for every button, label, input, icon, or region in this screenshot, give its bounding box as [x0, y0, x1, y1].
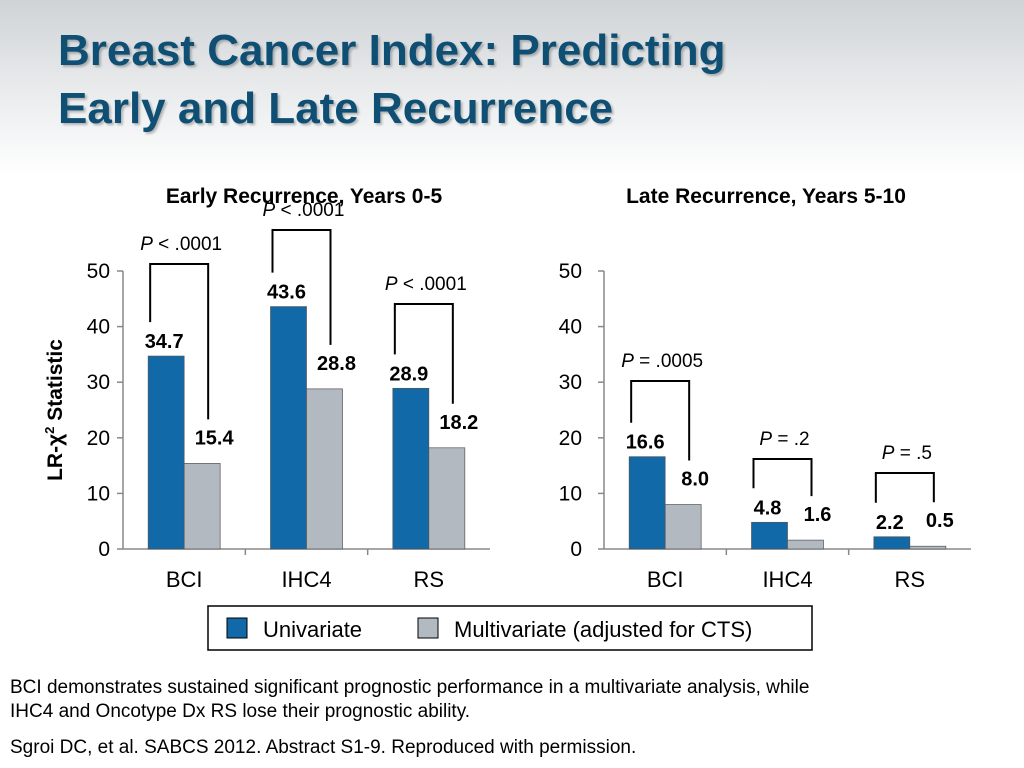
y-tick-label: 30 — [87, 371, 110, 394]
p-value-text: = .5 — [894, 443, 932, 464]
legend-label-multivariate: Multivariate (adjusted for CTS) — [454, 617, 752, 642]
data-label: 2.2 — [876, 512, 904, 534]
y-axis-label-superscript: 2 — [42, 427, 57, 434]
data-label: 1.6 — [804, 504, 832, 526]
significance-bracket — [630, 380, 691, 461]
legend-label-univariate: Univariate — [263, 617, 362, 642]
p-value-text: < .0001 — [275, 200, 344, 221]
chart-1: Early Recurrence, Years 0-5 0 10 20 30 40 50 BC… — [87, 185, 490, 592]
x-tick-label: RS — [895, 567, 926, 592]
significance-bracket — [271, 229, 332, 345]
y-axis-label-suffix: Statistic — [44, 339, 67, 427]
chart-title: Late Recurrence, Years 5-10 — [626, 185, 906, 208]
slide-title-line-2: Early and Late Recurrence — [58, 84, 614, 133]
bar-multivariate-rs — [909, 545, 947, 550]
y-axis-label: LR-χ2 Statistic — [42, 339, 67, 481]
chart-title: Early Recurrence, Years 0-5 — [166, 185, 443, 208]
x-tick-label: IHC4 — [762, 567, 812, 592]
legend-frame — [207, 605, 813, 651]
data-label: 28.9 — [389, 363, 428, 385]
p-value-text: = .0005 — [634, 351, 703, 372]
data-label: 34.7 — [145, 331, 184, 353]
x-tick-label: BCI — [647, 567, 684, 592]
data-label: 0.5 — [926, 510, 954, 532]
y-tick-label: 40 — [559, 316, 582, 339]
p-value-annotation: P = .2 — [759, 429, 809, 450]
y-tick-label: 0 — [98, 538, 110, 561]
citation: Sgroi DC, et al. SABCS 2012. Abstract S1… — [10, 737, 637, 758]
p-value-text: = .2 — [772, 429, 810, 450]
p-value-symbol: P — [882, 443, 895, 464]
y-tick-label: 50 — [559, 260, 582, 283]
legend-swatch-multivariate — [417, 617, 439, 639]
y-tick-label: 0 — [570, 538, 582, 561]
y-tick-label: 20 — [559, 427, 582, 450]
y-tick-label: 50 — [87, 260, 110, 283]
bar-univariate-bci — [147, 355, 185, 550]
data-label: 28.8 — [317, 353, 356, 375]
x-tick-label: BCI — [166, 567, 203, 592]
p-value-annotation: P < .0001 — [385, 274, 467, 295]
data-label: 16.6 — [626, 432, 665, 454]
slide-title-line-1: Breast Cancer Index: Predicting — [58, 26, 726, 75]
legend-swatch-univariate — [226, 617, 248, 639]
bar-univariate-rs — [873, 536, 911, 550]
y-axis-label-main: LR-χ — [44, 434, 67, 481]
significance-bracket — [393, 303, 454, 404]
bar-univariate-ihc4 — [751, 521, 788, 550]
p-value-annotation: P < .0001 — [263, 200, 345, 221]
p-value-text: < .0001 — [153, 234, 222, 255]
y-tick-label: 20 — [87, 427, 110, 450]
p-value-annotation: P < .0001 — [140, 234, 222, 255]
significance-bracket — [752, 458, 813, 497]
bar-univariate-rs — [392, 387, 430, 550]
caption-line-2: IHC4 and Oncotype Dx RS lose their progn… — [10, 701, 471, 722]
bar-multivariate-rs — [428, 447, 466, 550]
data-label: 15.4 — [195, 427, 235, 449]
data-label: 8.0 — [681, 469, 709, 491]
bar-multivariate-bci — [664, 504, 702, 550]
data-label: 18.2 — [439, 412, 478, 434]
p-value-annotation: P = .5 — [882, 443, 932, 464]
caption-line-1: BCI demonstrates sustained significant p… — [10, 677, 810, 698]
y-tick-label: 30 — [559, 371, 582, 394]
significance-bracket — [874, 472, 935, 503]
p-value-symbol: P — [759, 429, 772, 450]
bar-multivariate-ihc4 — [787, 539, 824, 550]
bar-multivariate-bci — [183, 463, 221, 550]
y-tick-label: 10 — [87, 482, 110, 505]
data-label: 4.8 — [754, 497, 782, 519]
p-value-symbol: P — [621, 351, 634, 372]
caption: BCI demonstrates sustained significant p… — [10, 676, 1010, 724]
p-value-symbol: P — [140, 234, 153, 255]
y-tick-label: 40 — [87, 316, 110, 339]
bar-multivariate-ihc4 — [306, 388, 343, 550]
y-tick-label: 10 — [559, 482, 582, 505]
title-band — [0, 0, 1024, 175]
p-value-symbol: P — [263, 200, 276, 221]
legend: Univariate Multivariate (adjusted for CT… — [207, 605, 813, 651]
chart-2: Late Recurrence, Years 5-10 0 10 20 30 40 50 BC… — [559, 185, 971, 592]
p-value-annotation: P = .0005 — [621, 351, 703, 372]
p-value-text: < .0001 — [398, 274, 467, 295]
bar-univariate-ihc4 — [270, 306, 307, 550]
bar-univariate-bci — [628, 456, 666, 550]
x-tick-label: RS — [414, 567, 445, 592]
significance-bracket — [149, 263, 210, 420]
slide-title: Breast Cancer Index: Predicting Early an… — [58, 22, 726, 138]
x-tick-label: IHC4 — [281, 567, 331, 592]
p-value-symbol: P — [385, 274, 398, 295]
data-label: 43.6 — [267, 282, 306, 304]
